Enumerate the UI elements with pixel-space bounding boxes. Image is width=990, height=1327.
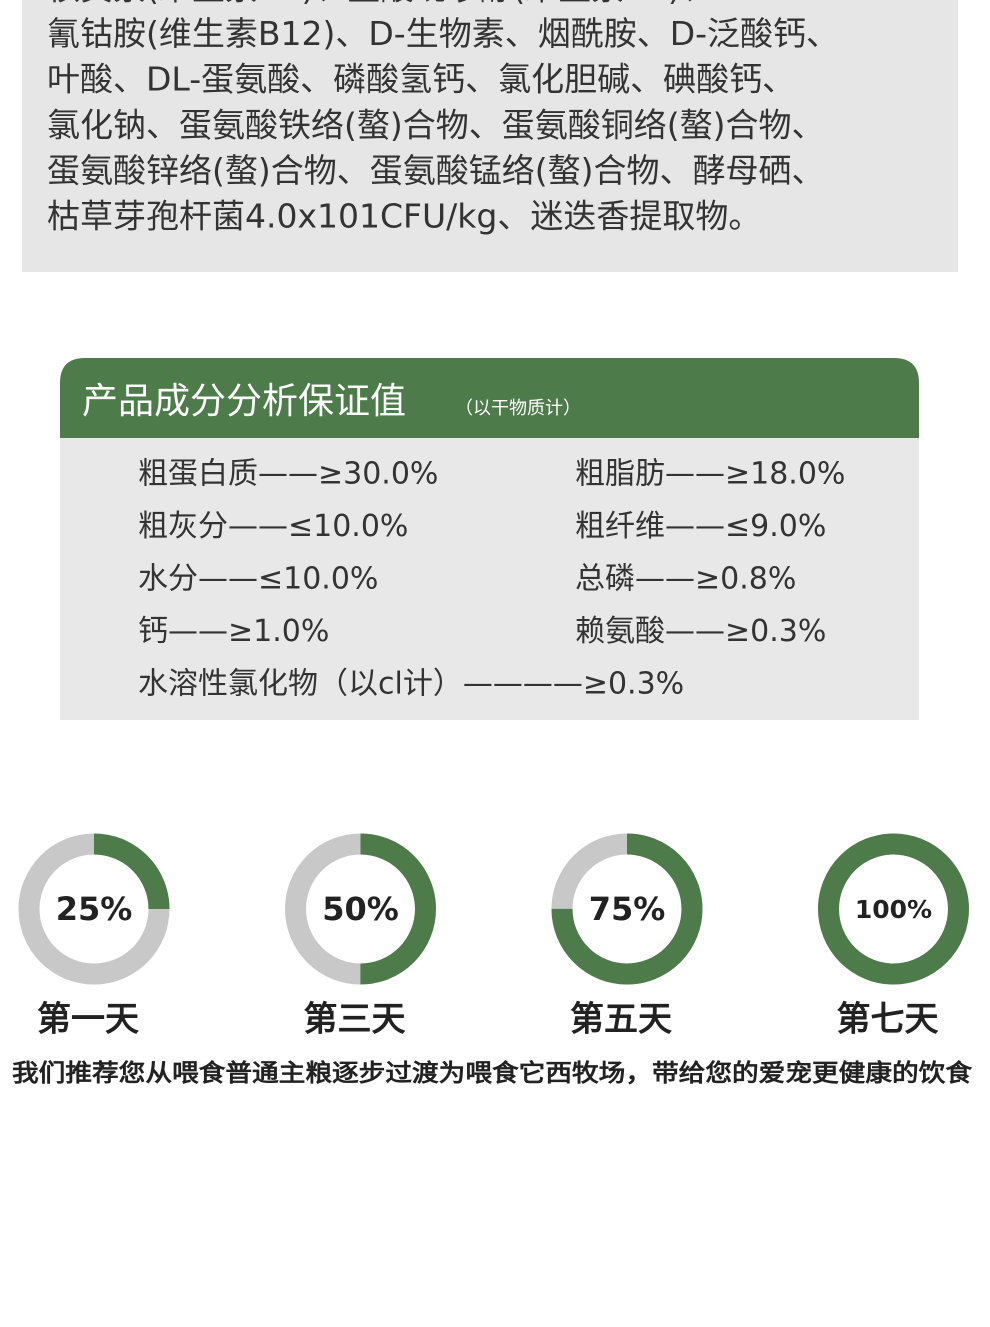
ring-progress (18, 833, 170, 985)
ring-label: 50% (322, 890, 399, 928)
analysis-item: 粗纤维——≤9.0% (575, 509, 826, 544)
analysis-item: 钙——≥1.0% (138, 614, 329, 649)
analysis-item: 粗灰分——≤10.0% (138, 509, 408, 544)
ingredient-line: 氰钴胺(维生素B12)、D-生物素、烟酰胺、D-泛酸钙、 (47, 14, 839, 53)
ring-progress (551, 833, 703, 985)
ingredient-line: 叶酸、DL-蛋氨酸、磷酸氢钙、氯化胆碱、碘酸钙、 (47, 60, 795, 99)
day-label: 第七天 (837, 1000, 939, 1040)
ring-label: 25% (56, 890, 133, 928)
ingredient-line: 枯草芽孢杆菌4.0x101CFU/kg、迷迭香提取物。 (47, 197, 761, 236)
ingredient-line: 氯化钠、蛋氨酸铁络(螯)合物、蛋氨酸铜络(螯)合物、 (47, 105, 825, 144)
ring-label: 75% (589, 890, 666, 928)
ring-progress (285, 833, 436, 985)
analysis-item: 粗脂肪——≥18.0% (575, 457, 845, 492)
day-label: 第一天 (37, 1000, 139, 1040)
analysis-item: 水溶性氯化物（以cl计）————≥0.3% (138, 667, 684, 702)
analysis-header (60, 358, 919, 438)
analysis-item: 赖氨酸——≥0.3% (575, 614, 826, 649)
analysis-title: 产品成分分析保证值 (82, 381, 406, 422)
ingredient-line: 蛋氨酸锌络(螯)合物、蛋氨酸锰络(螯)合物、酵母硒、 (47, 151, 825, 190)
transition-note: 我们推荐您从喂食普通主粮逐步过渡为喂食它西牧场，带给您的爱宠更健康的饮食 (12, 1059, 973, 1087)
ingredients-box (22, 0, 958, 272)
analysis-item: 总磷——≥0.8% (575, 562, 796, 597)
analysis-item: 粗蛋白质——≥30.0% (138, 457, 438, 492)
analysis-body (60, 438, 919, 720)
day-label: 第五天 (570, 1000, 672, 1040)
ingredient-line: 核黄素(维生素B2)、盐酸吡哆醇(维生素B6)、 (47, 0, 714, 8)
ring-label: 100% (855, 895, 932, 924)
analysis-subtitle: （以干物质计） (455, 398, 581, 419)
day-label: 第三天 (304, 1000, 406, 1040)
ring-progress (818, 833, 969, 985)
analysis-item: 水分——≤10.0% (138, 562, 378, 597)
